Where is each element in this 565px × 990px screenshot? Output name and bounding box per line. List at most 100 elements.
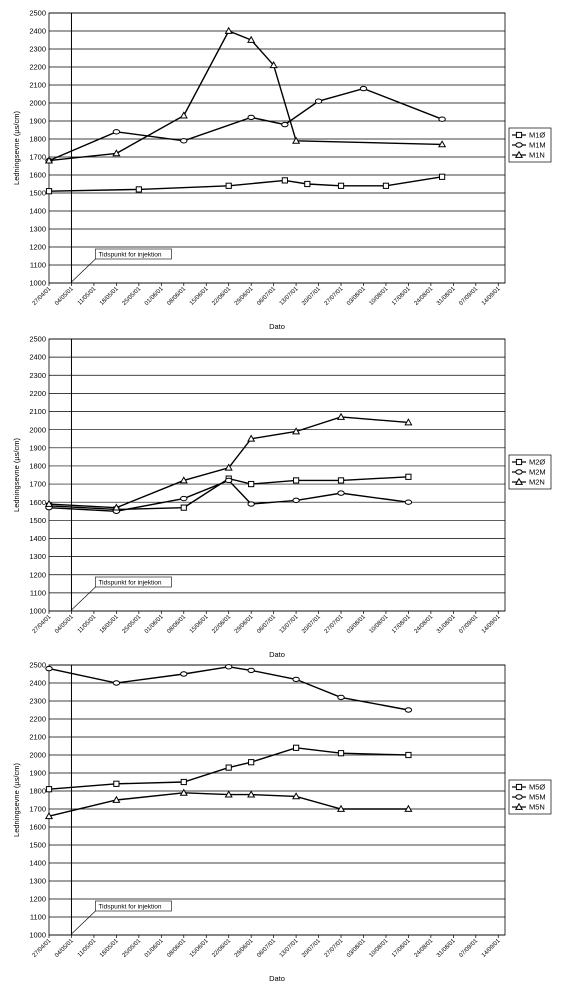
- legend-marker-M1M: [515, 142, 523, 148]
- x-tick-label: 07/09/01: [458, 286, 479, 307]
- y-tick-label: 2000: [29, 425, 46, 434]
- y-tick-label: 1000: [29, 279, 46, 288]
- x-tick-label: 29/06/01: [234, 614, 255, 635]
- legend-marker-M2Ø: [515, 458, 523, 466]
- data-point-M1N: [179, 111, 188, 119]
- data-point-M2N: [336, 412, 346, 420]
- y-tick-label: 2200: [29, 63, 46, 72]
- x-tick-label: 04/05/01: [54, 938, 75, 959]
- legend-marker-M5M: [515, 794, 523, 800]
- legend-label: M5Ø: [529, 783, 545, 792]
- data-point-M5Ø: [337, 750, 345, 757]
- x-tick-label: 31/08/01: [436, 938, 457, 959]
- y-tick-label: 2000: [29, 751, 46, 760]
- x-tick-label: 10/08/01: [369, 938, 390, 959]
- data-point-M5Ø: [405, 751, 412, 759]
- x-tick-label: 15/06/01: [189, 286, 210, 307]
- x-tick-label: 22/06/01: [211, 614, 232, 635]
- data-point-M1Ø: [225, 182, 232, 189]
- y-tick-label: 2400: [29, 679, 46, 688]
- annotation-box: [95, 576, 172, 588]
- x-tick-label: 24/08/01: [414, 614, 435, 635]
- y-tick-label: 1400: [29, 207, 46, 216]
- y-tick-label: 1800: [29, 135, 46, 144]
- y-tick-label: 1900: [29, 443, 46, 452]
- x-tick-label: 06/07/01: [256, 286, 277, 307]
- x-tick-label: 07/09/01: [458, 938, 479, 959]
- y-tick-label: 1800: [29, 787, 46, 796]
- y-axis-title: Ledningsevne (µs/cm): [12, 763, 21, 837]
- data-point-M5M: [45, 665, 53, 672]
- y-tick-label: 2100: [29, 81, 46, 90]
- legend-label: M1M: [529, 141, 546, 150]
- x-tick-label: 03/08/01: [346, 286, 367, 307]
- x-tick-label: 13/07/01: [279, 614, 300, 635]
- x-tick-label: 14/09/01: [481, 938, 502, 959]
- legend-marker-M2N: [514, 477, 524, 485]
- legend-label: M2Ø: [529, 458, 545, 467]
- x-tick-label: 14/09/01: [481, 614, 502, 635]
- x-tick-label: 13/07/01: [279, 286, 300, 307]
- data-point-M5Ø: [45, 786, 53, 793]
- series-line-M1Ø: [48, 176, 443, 192]
- y-tick-label: 2000: [29, 99, 46, 108]
- data-point-M5M: [112, 680, 121, 686]
- x-tick-label: 03/08/01: [346, 938, 367, 959]
- x-tick-label: 04/05/01: [54, 614, 75, 635]
- series-line-M1N: [48, 30, 443, 162]
- y-tick-label: 1000: [29, 607, 46, 616]
- x-tick-label: 07/09/01: [458, 614, 479, 635]
- y-tick-label: 1500: [29, 189, 46, 198]
- legend-label: M1N: [529, 151, 545, 160]
- x-tick-label: 27/07/01: [324, 614, 345, 635]
- x-tick-label: 31/08/01: [436, 614, 457, 635]
- x-tick-label: 18/05/01: [99, 938, 120, 959]
- data-point-M1M: [359, 85, 368, 92]
- data-point-M5N: [336, 804, 346, 812]
- x-tick-label: 27/04/01: [32, 286, 53, 307]
- data-point-M1M: [180, 138, 188, 144]
- y-tick-label: 2400: [29, 353, 46, 362]
- data-point-M5Ø: [248, 759, 255, 766]
- data-point-M1N: [292, 136, 301, 144]
- annotation-text: Tidspunkt for injektion: [98, 903, 161, 910]
- data-point-M5M: [404, 707, 413, 713]
- y-tick-label: 1200: [29, 243, 46, 252]
- data-point-M2N: [44, 499, 54, 507]
- data-point-M2N: [404, 418, 413, 426]
- x-tick-label: 14/09/01: [481, 286, 502, 307]
- x-tick-label: 27/07/01: [324, 286, 345, 307]
- data-point-M1Ø: [45, 188, 53, 195]
- y-tick-label: 2300: [29, 371, 46, 380]
- x-tick-label: 31/08/01: [436, 286, 457, 307]
- data-point-M1N: [224, 26, 233, 34]
- data-point-M5N: [112, 795, 121, 803]
- x-axis-title: Dato: [269, 974, 285, 983]
- data-point-M2Ø: [180, 504, 187, 511]
- x-tick-label: 10/08/01: [369, 286, 390, 307]
- x-tick-label: 27/07/01: [324, 938, 345, 959]
- data-point-M2Ø: [292, 477, 300, 484]
- y-tick-label: 2400: [29, 27, 46, 36]
- x-tick-label: 22/06/01: [211, 286, 232, 307]
- series-line-M1M: [48, 87, 443, 162]
- series-line-M2N: [48, 416, 409, 509]
- data-point-M2N: [112, 503, 121, 511]
- legend-marker-M1Ø: [515, 131, 523, 139]
- y-tick-label: 1900: [29, 769, 46, 778]
- data-point-M2M: [247, 501, 255, 507]
- x-tick-label: 08/06/01: [166, 938, 187, 959]
- y-tick-label: 2200: [29, 715, 46, 724]
- y-tick-label: 1300: [29, 877, 46, 886]
- x-tick-label: 13/07/01: [279, 938, 300, 959]
- data-point-M1Ø: [304, 180, 311, 188]
- data-point-M5N: [247, 790, 256, 798]
- x-tick-label: 20/07/01: [301, 614, 322, 635]
- y-tick-label: 1100: [30, 913, 46, 922]
- data-point-M5M: [225, 664, 233, 670]
- y-tick-label: 1300: [29, 552, 46, 561]
- x-tick-label: 20/07/01: [301, 286, 322, 307]
- legend-marker-M5N: [514, 802, 524, 810]
